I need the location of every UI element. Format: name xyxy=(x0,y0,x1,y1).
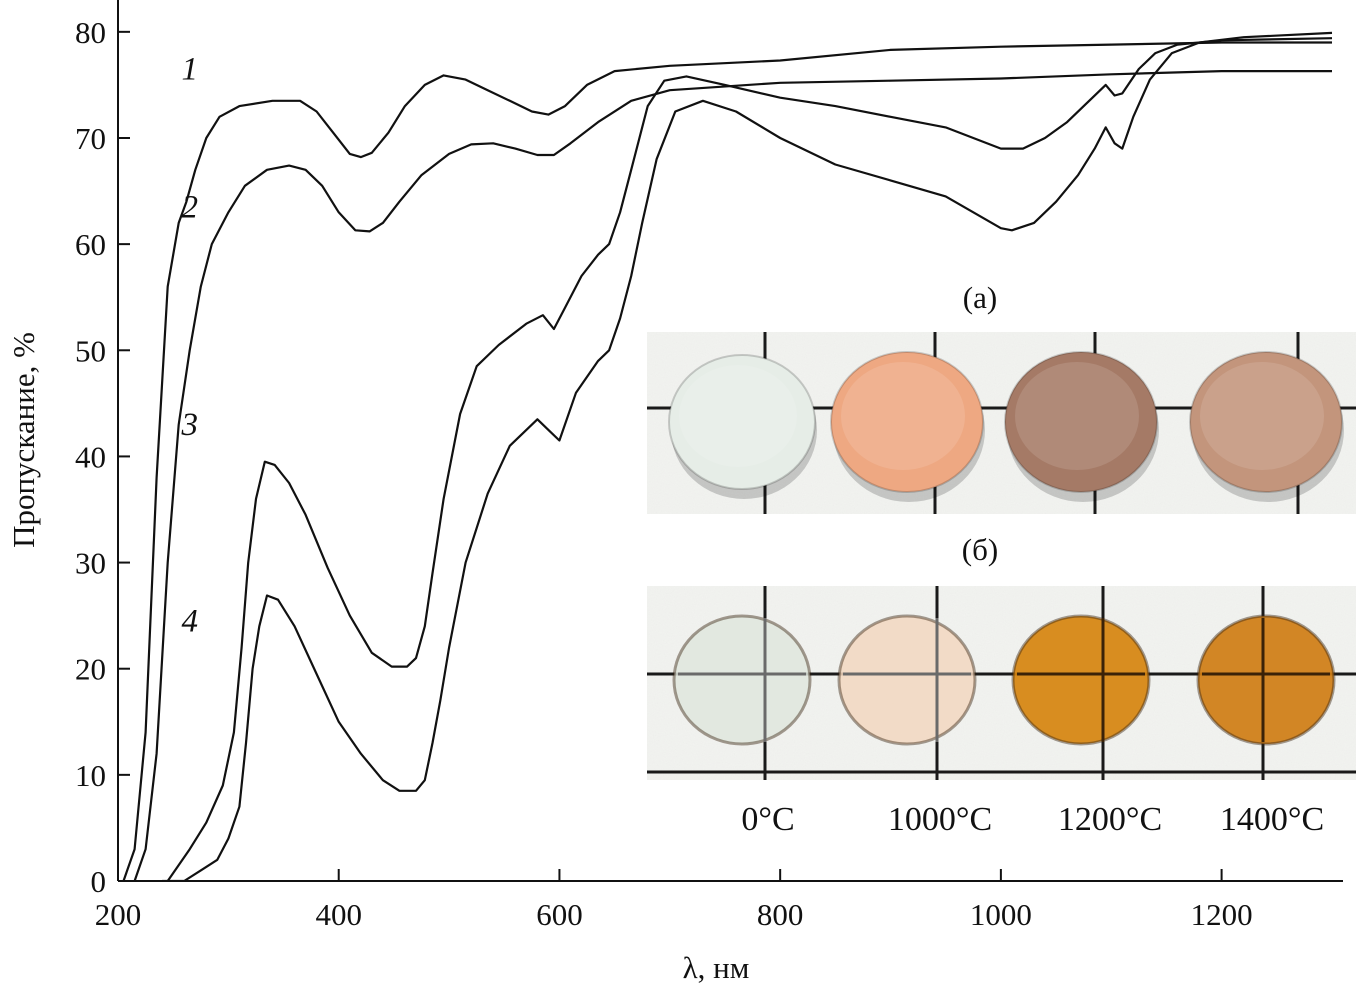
sample-disc xyxy=(1189,351,1344,502)
sample-disc xyxy=(668,354,817,499)
y-tick-label: 40 xyxy=(75,439,106,474)
series-1-label: 1 xyxy=(181,52,198,88)
temperature-label: 1200°C xyxy=(1058,801,1162,838)
x-tick-label: 200 xyxy=(95,897,142,932)
y-tick-label: 10 xyxy=(75,758,106,793)
y-tick-label: 0 xyxy=(91,864,107,899)
sample-disc xyxy=(1196,614,1336,746)
y-tick-label: 80 xyxy=(75,15,106,50)
panel-label-a: (а) xyxy=(963,280,997,315)
series-1-line xyxy=(122,41,1332,882)
x-tick-label: 1000 xyxy=(970,897,1032,932)
axes xyxy=(117,0,1343,882)
x-tick-label: 400 xyxy=(315,897,362,932)
x-axis-title: λ, нм xyxy=(683,950,750,985)
y-tick-label: 70 xyxy=(75,121,106,156)
series-2-label: 2 xyxy=(181,190,198,226)
x-ticks: 200 400 600 800 1000 1200 xyxy=(95,869,1253,932)
sample-photos-inset: (а) (б) 0°C 1000°C 1200°C 1400°C xyxy=(647,280,1356,838)
panel-label-b: (б) xyxy=(962,532,998,567)
series-4-label: 4 xyxy=(181,604,198,640)
y-tick-label: 20 xyxy=(75,652,106,687)
curve-labels: 1 2 3 4 xyxy=(180,52,198,640)
temperature-label: 0°C xyxy=(741,801,794,838)
series-3-line xyxy=(166,37,1333,882)
series-layer xyxy=(122,31,1333,882)
series-2-line xyxy=(133,70,1332,882)
series-4-line xyxy=(162,31,1333,882)
series-3-label: 3 xyxy=(180,407,198,443)
y-tick-label: 60 xyxy=(75,227,106,262)
x-tick-label: 800 xyxy=(757,897,804,932)
sample-disc xyxy=(837,614,977,746)
x-tick-label: 1200 xyxy=(1191,897,1253,932)
temperature-label: 1400°C xyxy=(1220,801,1324,838)
sample-disc xyxy=(1004,351,1159,502)
temperature-label: 1000°C xyxy=(888,801,992,838)
y-axis-title: Пропускание, % xyxy=(6,332,41,548)
x-tick-label: 600 xyxy=(536,897,583,932)
y-tick-label: 50 xyxy=(75,333,106,368)
sample-disc xyxy=(672,614,812,746)
sample-disc xyxy=(1011,614,1151,746)
y-tick-label: 30 xyxy=(75,546,106,581)
y-ticks: 0 10 20 30 40 50 60 70 80 xyxy=(75,15,130,899)
sample-disc xyxy=(830,351,985,502)
